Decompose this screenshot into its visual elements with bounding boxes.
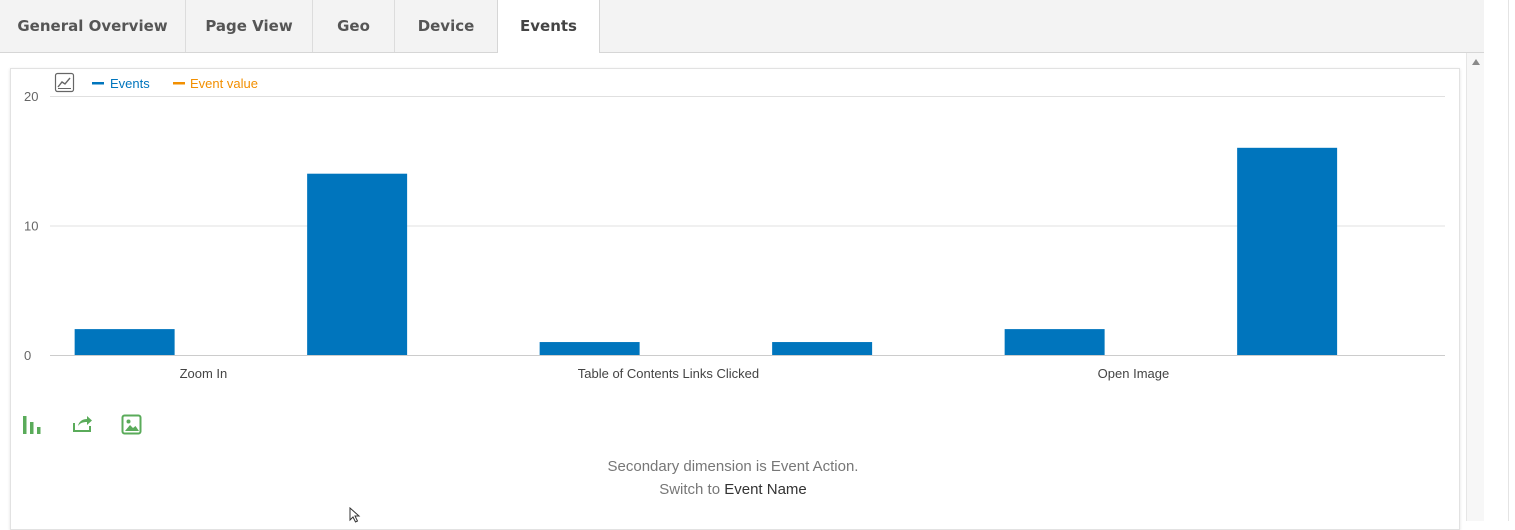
grid-lines (50, 96, 1445, 356)
bar-events[interactable] (539, 342, 640, 355)
bar-chart-icon[interactable] (22, 414, 44, 441)
y-tick-label: 0 (24, 348, 31, 363)
tab-bar: General Overview Page View Geo Device Ev… (0, 0, 1484, 53)
tab-page-view[interactable]: Page View (186, 0, 313, 52)
bar-event-value[interactable] (772, 342, 873, 355)
y-tick-label: 10 (24, 219, 38, 234)
x-axis-categories: Zoom In Table of Contents Links Clicked Op… (180, 366, 1170, 381)
legend-label-events: Events (110, 76, 150, 91)
bar-event-value[interactable] (1237, 147, 1338, 355)
tab-geo[interactable]: Geo (313, 0, 395, 52)
chart-panel (10, 68, 1460, 530)
legend: Events Event value (92, 76, 258, 91)
legend-label-event-value: Event value (190, 76, 258, 91)
legend-item-event-value[interactable]: Event value (173, 76, 258, 91)
bar-events[interactable] (74, 329, 175, 355)
x-category-label: Open Image (1098, 366, 1170, 381)
tab-events[interactable]: Events (497, 0, 600, 53)
image-export-icon[interactable] (121, 414, 143, 441)
switch-event-name-link[interactable]: Event Name (724, 481, 807, 498)
x-category-label: Table of Contents Links Clicked (578, 366, 759, 381)
legend-item-events[interactable]: Events (92, 76, 150, 91)
secondary-dimension-text: Secondary dimension is Event Action. (607, 458, 859, 475)
bars (74, 147, 1338, 355)
bar-events[interactable] (1004, 329, 1105, 355)
share-icon[interactable] (72, 414, 94, 439)
switch-dimension-line: Switch to Event Name (0, 481, 1466, 498)
events-bar-chart: Events Event value 0 10 20 Zoom In Table of… (24, 72, 1445, 381)
line-chart-icon[interactable] (54, 72, 75, 93)
y-tick-label: 20 (24, 89, 38, 104)
x-category-label: Zoom In (180, 366, 228, 381)
divider (1508, 0, 1509, 521)
switch-prefix: Switch to (659, 481, 721, 498)
tab-general-overview[interactable]: General Overview (0, 0, 186, 52)
vertical-scrollbar[interactable] (1466, 53, 1484, 521)
y-axis-ticks: 0 10 20 (24, 89, 38, 363)
bar-event-value[interactable] (307, 173, 408, 355)
scroll-up-arrow-icon[interactable] (1472, 59, 1480, 65)
